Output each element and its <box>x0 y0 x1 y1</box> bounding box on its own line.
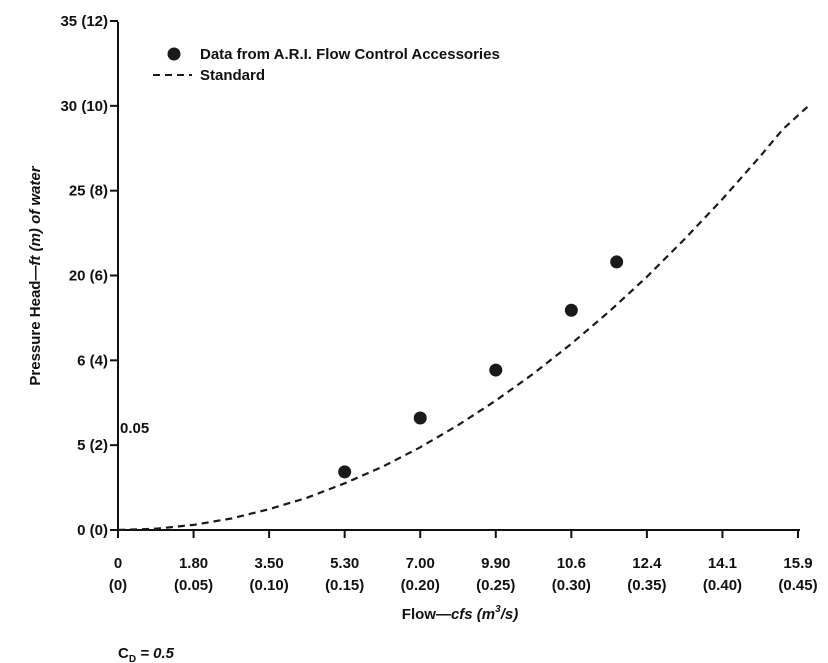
x-axis-title: Flow—cfs (m3/s) <box>402 604 518 623</box>
x-tick-label-cfs: 5.30 <box>330 555 359 572</box>
legend: Data from A.R.I. Flow Control Accessorie… <box>153 46 500 84</box>
x-tick-label-m3s: (0.35) <box>627 577 666 594</box>
x-axis-title-end: /s) <box>500 606 519 623</box>
data-point <box>610 255 624 269</box>
y-axis-title-italic: ft (m) of water <box>27 165 44 265</box>
legend-label-data: Data from A.R.I. Flow Control Accessorie… <box>200 46 500 63</box>
data-point <box>489 363 503 377</box>
x-tick-label-m3s: (0.25) <box>476 577 515 594</box>
x-tick-label-m3s: (0.45) <box>778 577 817 594</box>
x-tick-label-m3s: (0.30) <box>552 577 591 594</box>
coefficient-symbol: C <box>118 645 129 662</box>
x-tick-label-m3s: (0.40) <box>703 577 742 594</box>
y-tick-label: 0 (0) <box>77 522 108 539</box>
y-tick-label: 6 (4) <box>77 352 108 369</box>
x-tick-label-cfs: 9.90 <box>481 555 510 572</box>
y-tick-label: 25 (8) <box>69 183 108 200</box>
data-point <box>413 411 427 425</box>
coefficient-value: = 0.5 <box>136 645 175 662</box>
x-tick-label-cfs: 15.9 <box>783 555 812 572</box>
x-tick-label-m3s: (0.05) <box>174 577 213 594</box>
y-axis-title: Pressure Head—ft (m) of water <box>27 165 44 385</box>
annotation-label: 0.05 <box>120 420 149 437</box>
y-axis-title-main: Pressure Head— <box>27 266 44 386</box>
legend-label-standard: Standard <box>200 67 265 84</box>
x-axis-title-main: Flow— <box>402 606 451 623</box>
x-ticks: 0 (0) 1.80 (0.05) 3.50 (0.10) 5.30 (0.15) 7.00 (0… <box>109 530 818 594</box>
x-tick-label-m3s: (0.10) <box>250 577 289 594</box>
x-tick-label-m3s: (0) <box>109 577 127 594</box>
legend-marker-data <box>167 47 181 61</box>
y-tick-label: 35 (12) <box>60 13 108 30</box>
coefficient-label: CD = 0.5 <box>118 645 175 663</box>
x-tick-label-cfs: 0 <box>114 555 122 572</box>
x-tick-label-cfs: 1.80 <box>179 555 208 572</box>
x-axis-title-italic: cfs (m <box>451 606 495 623</box>
x-tick-label-m3s: (0.15) <box>325 577 364 594</box>
y-tick-label: 30 (10) <box>60 98 108 115</box>
x-tick-label-cfs: 3.50 <box>255 555 284 572</box>
y-ticks: 0 (0) 5 (2) 6 (4) 20 (6) 25 (8) 30 (10) 35 (12… <box>60 13 118 539</box>
y-tick-label: 5 (2) <box>77 437 108 454</box>
x-tick-label-cfs: 7.00 <box>406 555 435 572</box>
y-tick-label: 20 (6) <box>69 268 108 285</box>
series-layer <box>117 104 810 532</box>
x-tick-label-cfs: 14.1 <box>708 555 737 572</box>
axes <box>117 22 800 531</box>
x-tick-label-cfs: 10.6 <box>557 555 586 572</box>
data-point <box>338 465 352 479</box>
data-point <box>564 303 578 317</box>
x-tick-label-cfs: 12.4 <box>632 555 662 572</box>
x-tick-label-m3s: (0.20) <box>401 577 440 594</box>
standard-curve <box>117 104 810 532</box>
x-axis-title-sup: 3 <box>495 604 501 615</box>
coefficient-sub: D <box>129 654 136 663</box>
